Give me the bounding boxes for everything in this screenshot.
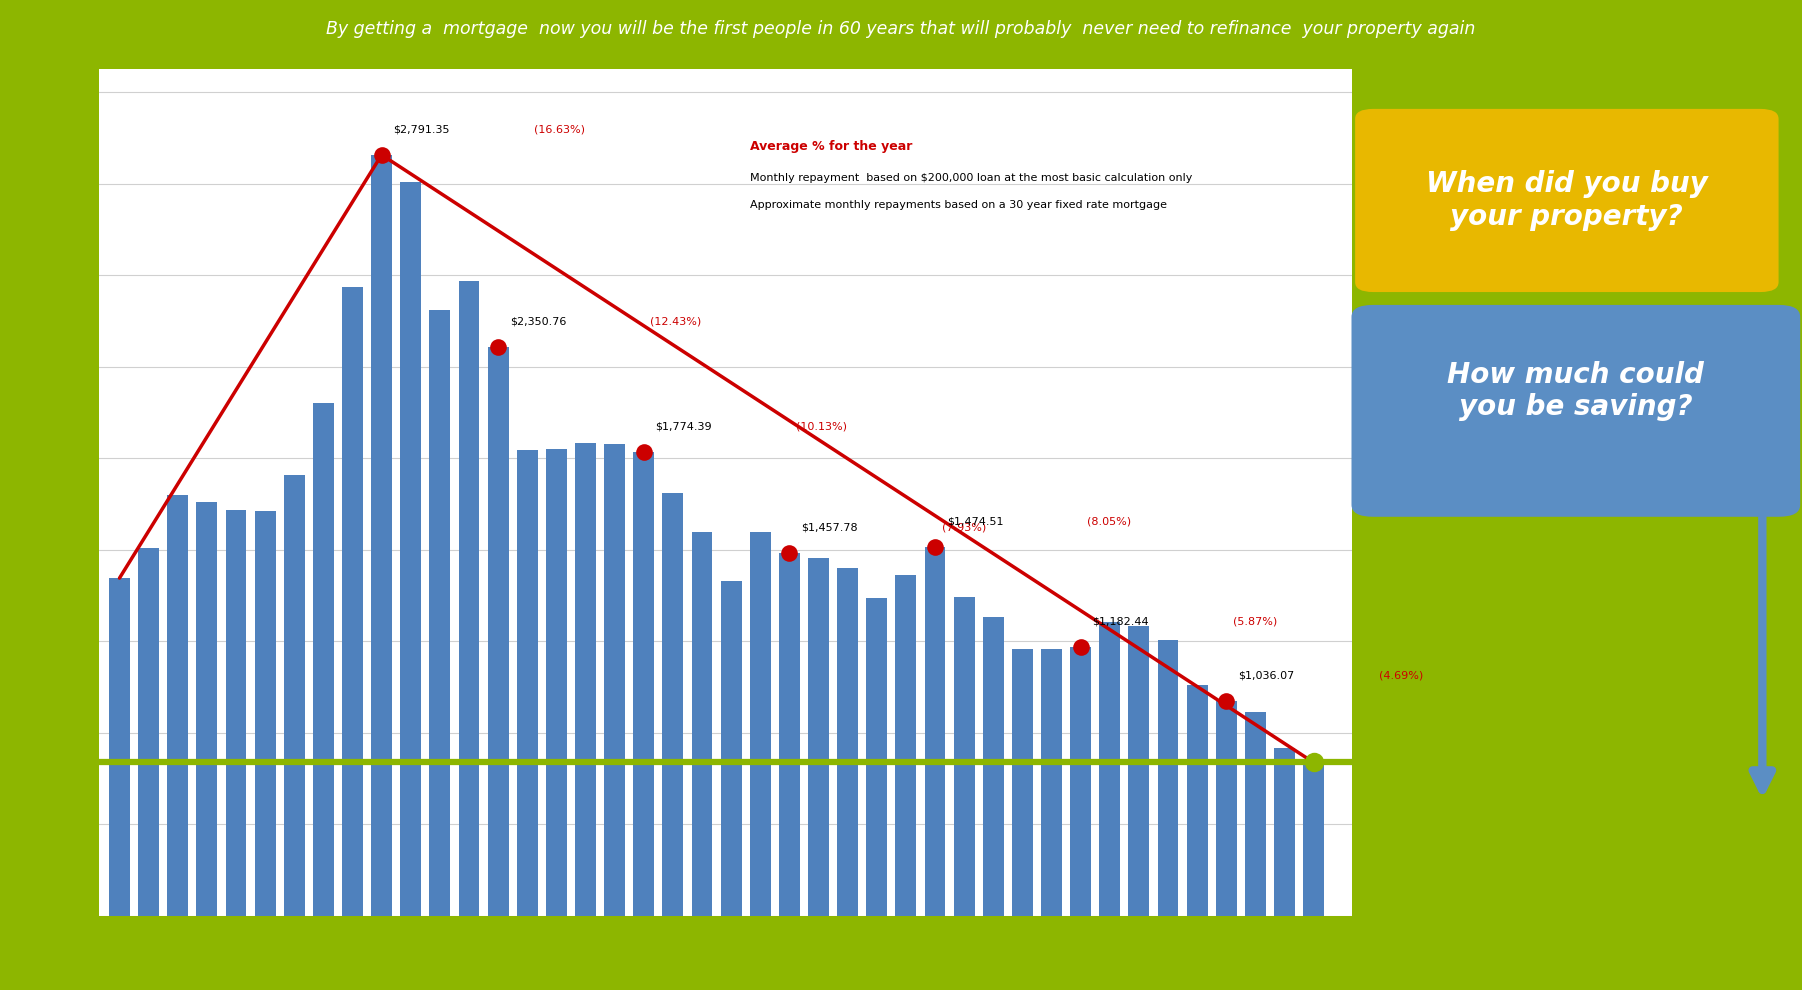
Bar <box>575 443 596 916</box>
Bar <box>1099 623 1121 916</box>
Text: Average % for the year: Average % for the year <box>750 140 914 152</box>
Bar <box>604 444 625 916</box>
Bar <box>1274 748 1296 916</box>
Bar <box>778 553 800 916</box>
Text: $1,474.51: $1,474.51 <box>946 517 1004 527</box>
Text: (4.69%): (4.69%) <box>1379 670 1424 680</box>
Text: When did you buy
your property?: When did you buy your property? <box>1425 170 1708 231</box>
Bar <box>807 558 829 916</box>
Text: Monthly repayment  based on $200,000 loan at the most basic calculation only: Monthly repayment based on $200,000 loan… <box>750 173 1193 183</box>
Bar <box>1188 685 1207 916</box>
Text: How much could
you be saving?: How much could you be saving? <box>1447 360 1705 422</box>
Bar <box>692 532 712 916</box>
Bar <box>1157 640 1179 916</box>
Text: $1,774.39: $1,774.39 <box>656 422 712 432</box>
Text: $2,791.35: $2,791.35 <box>393 125 450 135</box>
Bar <box>342 287 362 916</box>
Bar <box>953 597 975 916</box>
Bar <box>663 493 683 916</box>
Text: (7.93%): (7.93%) <box>942 523 986 533</box>
Bar <box>721 581 742 916</box>
Bar <box>371 154 393 916</box>
Bar <box>488 347 508 916</box>
Bar <box>838 568 858 916</box>
Bar <box>1216 701 1236 916</box>
Bar <box>108 578 130 916</box>
Bar <box>254 511 276 916</box>
Bar <box>517 449 537 916</box>
Bar <box>1245 712 1265 916</box>
Bar <box>225 510 247 916</box>
Text: (16.63%): (16.63%) <box>533 125 586 135</box>
Bar <box>982 617 1004 916</box>
Bar <box>1303 762 1324 916</box>
Text: (12.43%): (12.43%) <box>651 317 701 327</box>
Bar <box>196 502 218 916</box>
Text: (8.05%): (8.05%) <box>1087 517 1132 527</box>
Text: By getting a  mortgage  now you will be the first people in 60 years that will p: By getting a mortgage now you will be th… <box>326 20 1476 38</box>
Bar <box>168 495 187 916</box>
Bar <box>750 533 771 916</box>
Bar <box>139 547 159 916</box>
Text: $2,350.76: $2,350.76 <box>510 317 566 327</box>
Bar <box>1042 648 1061 916</box>
Bar <box>429 310 450 916</box>
Bar <box>458 281 479 916</box>
Text: ?: ? <box>1714 828 1771 925</box>
Bar <box>400 182 422 916</box>
Bar <box>924 547 946 916</box>
Text: $1,182.44: $1,182.44 <box>1092 617 1150 627</box>
Bar <box>896 575 917 916</box>
Bar <box>1128 626 1150 916</box>
Bar <box>867 598 887 916</box>
Bar <box>546 448 568 916</box>
Bar <box>1013 649 1033 916</box>
Bar <box>283 474 305 916</box>
Text: $1,036.07: $1,036.07 <box>1238 670 1294 680</box>
Bar <box>1070 647 1092 916</box>
Bar <box>314 403 333 916</box>
Text: Approximate monthly repayments based on a 30 year fixed rate mortgage: Approximate monthly repayments based on … <box>750 200 1168 210</box>
Text: (5.87%): (5.87%) <box>1233 617 1278 627</box>
Text: (10.13%): (10.13%) <box>796 422 847 432</box>
Text: $1,457.78: $1,457.78 <box>802 523 858 533</box>
Bar <box>633 452 654 916</box>
